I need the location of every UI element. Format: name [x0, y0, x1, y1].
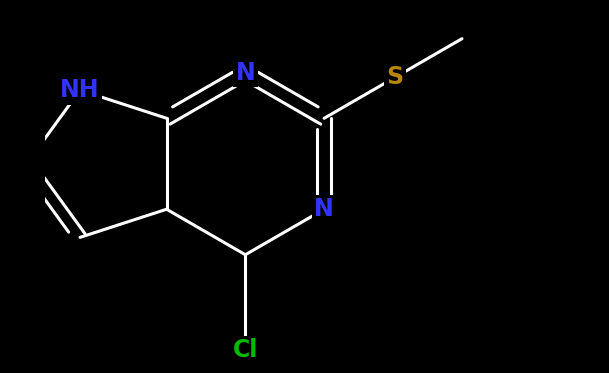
- Text: NH: NH: [60, 78, 100, 102]
- Text: S: S: [387, 65, 404, 89]
- Text: Cl: Cl: [233, 338, 258, 362]
- Text: N: N: [236, 61, 255, 85]
- Text: N: N: [314, 197, 334, 221]
